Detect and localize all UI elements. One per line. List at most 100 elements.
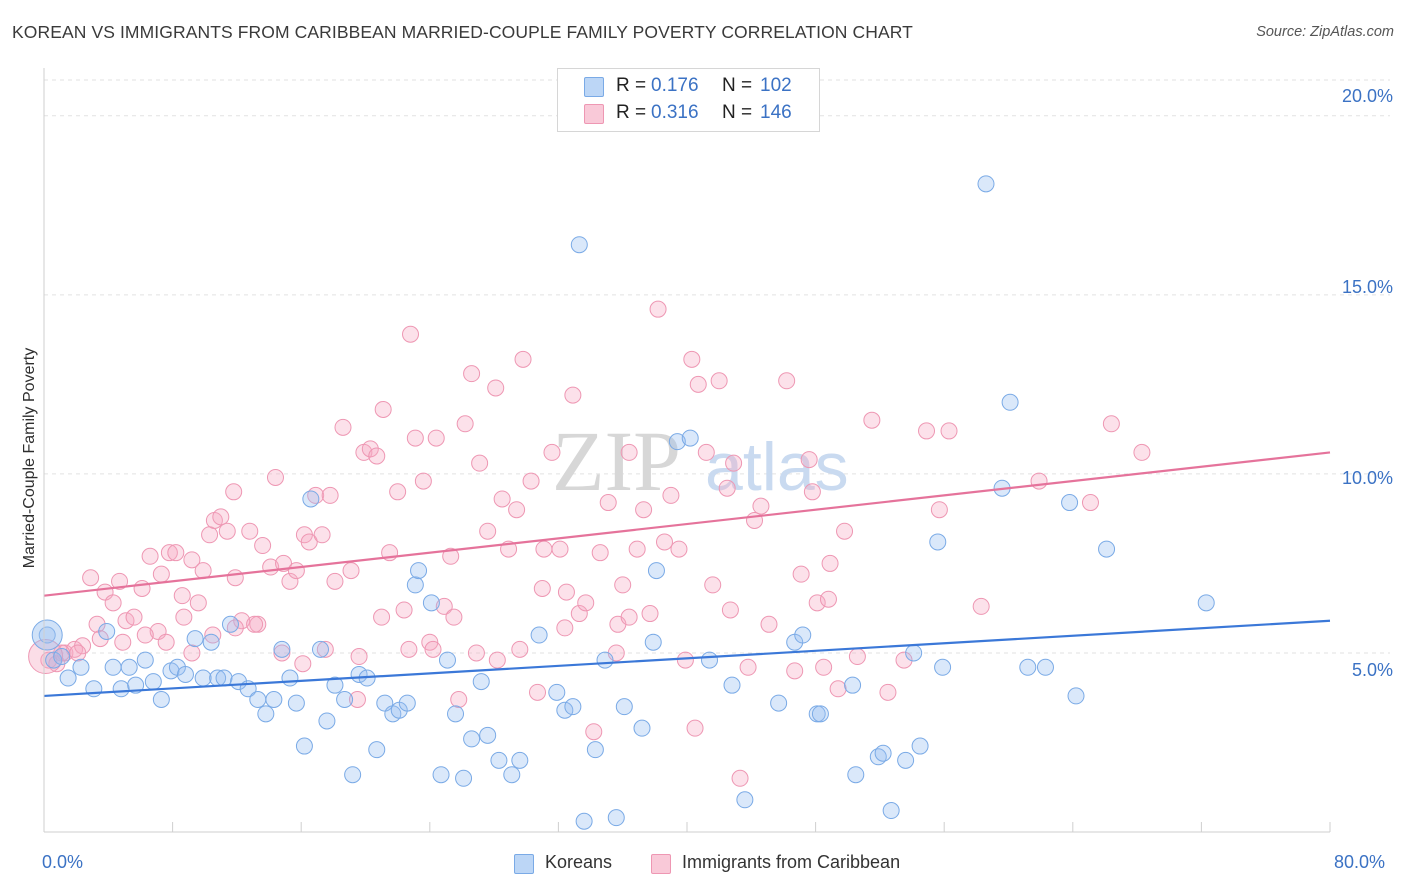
korean-point (368, 741, 386, 759)
caribbean-point (895, 651, 913, 669)
caribbean-point (114, 633, 132, 651)
korean-point (1197, 594, 1215, 612)
korean-point (556, 701, 574, 719)
korean-point (455, 769, 473, 787)
caribbean-point (175, 608, 193, 626)
korean-point (615, 698, 633, 716)
caribbean-point (972, 597, 990, 615)
caribbean-point (570, 605, 588, 623)
caribbean-point (821, 554, 839, 572)
korean-point (472, 673, 490, 691)
caribbean-point (201, 526, 219, 544)
caribbean-point (471, 454, 489, 472)
caribbean-point (704, 576, 722, 594)
caribbean-point (173, 587, 191, 605)
korean-point (701, 651, 719, 669)
caribbean-point (508, 501, 526, 519)
caribbean-point (368, 447, 386, 465)
caribbean-point (800, 451, 818, 469)
korean-point (53, 648, 71, 666)
korean-point (844, 676, 862, 694)
caribbean-point (225, 483, 243, 501)
korean-point (596, 651, 614, 669)
korean-point (511, 751, 529, 769)
caribbean-point (683, 350, 701, 368)
caribbean-point (189, 594, 207, 612)
caribbean-point (246, 615, 264, 633)
korean-point (104, 658, 122, 676)
caribbean-point (721, 601, 739, 619)
legend-n-value: 102 (760, 75, 792, 96)
caribbean-point (40, 651, 58, 669)
caribbean-point (400, 640, 418, 658)
korean-point (770, 694, 788, 712)
trend-lines (43, 451, 1331, 698)
korean-point (1036, 658, 1054, 676)
caribbean-point (402, 325, 420, 343)
y-tick-label: 15.0% (1341, 277, 1393, 297)
korean-point (736, 791, 754, 809)
korean-point (152, 691, 170, 709)
caribbean-point (445, 608, 463, 626)
caribbean-point (183, 644, 201, 662)
korean-point (344, 766, 362, 784)
caribbean-point (529, 683, 547, 701)
korean-point (911, 737, 929, 755)
korean-point (318, 712, 336, 730)
caribbean-point (620, 443, 638, 461)
caribbean-point (136, 626, 154, 644)
korean-point (681, 429, 699, 447)
caribbean-point (414, 472, 432, 490)
korean-point (905, 644, 923, 662)
korean-point (503, 766, 521, 784)
caribbean-point (281, 572, 299, 590)
korean-point (882, 802, 900, 820)
caribbean-point (556, 619, 574, 637)
caribbean-point (511, 640, 529, 658)
korean-point (176, 665, 194, 683)
caribbean-point (551, 540, 569, 558)
caribbean-point (808, 594, 826, 612)
caribbean-point (361, 440, 379, 458)
caribbean-point (254, 537, 272, 555)
bottom-legend-swatch-caribbean (651, 854, 671, 874)
caribbean-point (599, 494, 617, 512)
caribbean-point (577, 594, 595, 612)
korean-point (265, 691, 283, 709)
caribbean-point (655, 533, 673, 551)
korean-point (311, 640, 329, 658)
korean-point (120, 658, 138, 676)
caribbean-point (373, 608, 391, 626)
korean-point (336, 691, 354, 709)
korean-point (287, 694, 305, 712)
watermark-atlas: atlas (705, 429, 849, 505)
caribbean-point (273, 644, 291, 662)
korean-point (874, 744, 892, 762)
korean-point (1019, 658, 1037, 676)
y-tick-label: 20.0% (1341, 86, 1393, 106)
legend-box: R = 0.176 N = 102 R = 0.316 N = 146 (557, 68, 820, 132)
caribbean-point (233, 612, 251, 630)
caribbean-point (641, 605, 659, 623)
korean-point (977, 175, 995, 193)
caribbean-point (435, 597, 453, 615)
caribbean-point (212, 508, 230, 526)
caribbean-point (614, 576, 632, 594)
korean-point (215, 669, 233, 687)
caribbean-point (183, 551, 201, 569)
korean-point (202, 633, 220, 651)
caribbean-point (543, 443, 561, 461)
korean-point (1061, 494, 1079, 512)
caribbean-point (294, 655, 312, 673)
korean-point (398, 694, 416, 712)
y-tick-label: 10.0% (1341, 468, 1393, 488)
korean-point (564, 698, 582, 716)
caribbean-point (104, 594, 122, 612)
caribbean-point (442, 547, 460, 565)
caribbean-point (111, 572, 129, 590)
caribbean-point (585, 723, 603, 741)
korean-point (432, 766, 450, 784)
caribbean-point (649, 300, 667, 318)
caribbean-point (427, 429, 445, 447)
